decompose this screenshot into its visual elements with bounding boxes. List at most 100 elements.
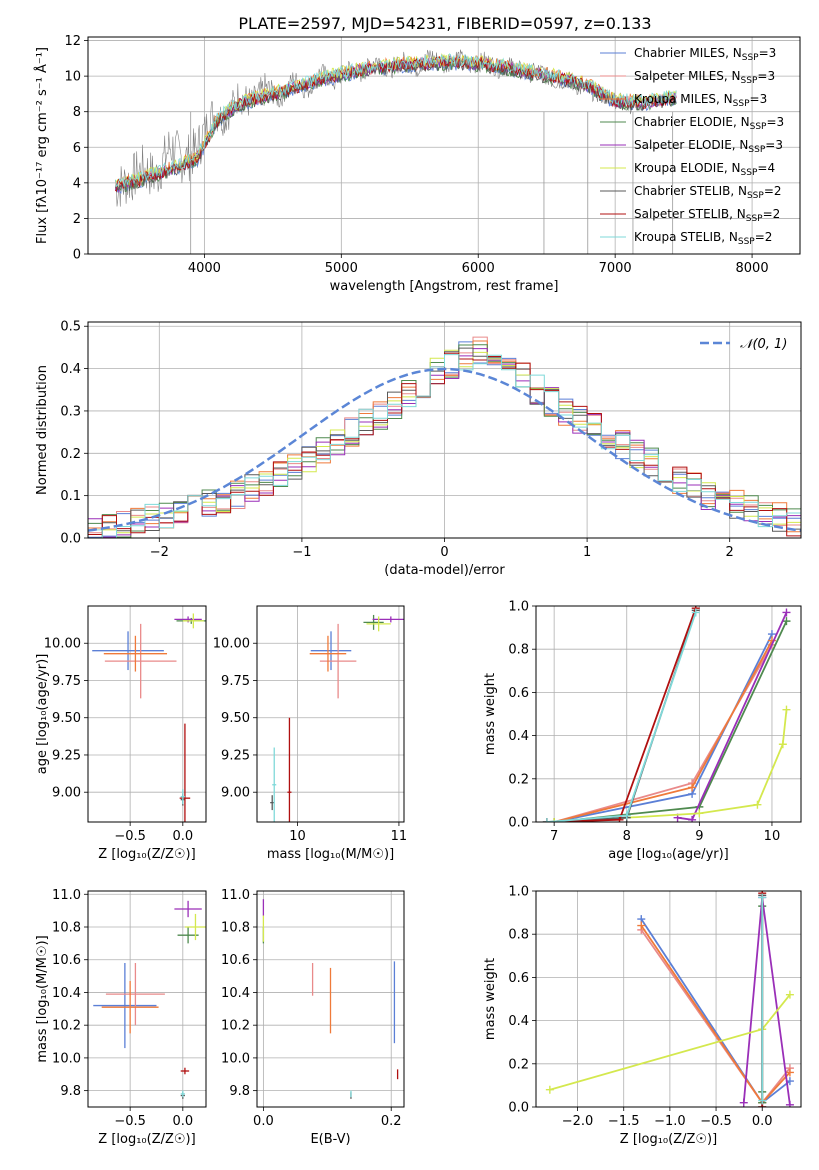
weight-marker xyxy=(785,990,794,999)
legend-entry: Kroupa MILES, NSSP=3 xyxy=(634,92,767,109)
x-tick-label: 0 xyxy=(440,545,448,560)
y-tick-label: 0.2 xyxy=(508,1057,529,1072)
x-axis-label: E(B-V) xyxy=(310,1132,350,1147)
weight-line-kroupa-stelib xyxy=(546,612,697,822)
errorbar-point xyxy=(309,635,347,672)
errorbar-point xyxy=(182,613,204,629)
weight-line-kroupa-miles xyxy=(553,640,773,822)
errorbar-point xyxy=(184,913,206,941)
x-tick-label: 0.0 xyxy=(752,1114,773,1129)
y-tick-label: 10.0 xyxy=(52,1051,81,1066)
model-spectrum-salpeter-stelib xyxy=(115,56,677,193)
weight-marker xyxy=(542,818,551,822)
legend-count: =4 xyxy=(757,161,775,175)
y-axis-label: mass weight xyxy=(483,673,498,755)
legend-subscript: SSP xyxy=(750,122,767,132)
x-axis-label: Z [log₁₀(Z/Z☉)] xyxy=(98,847,195,862)
legend-entry: Chabrier STELIB, NSSP=2 xyxy=(634,184,782,201)
x-tick-label: −1.0 xyxy=(654,1114,686,1129)
legend-count: =2 xyxy=(764,184,782,198)
legend-subscript: SSP xyxy=(741,168,758,178)
y-tick-label: 10.6 xyxy=(52,953,81,968)
x-tick-label: 10 xyxy=(289,829,306,844)
y-tick-label: 9.25 xyxy=(221,748,250,763)
errorbar-point xyxy=(105,963,165,1026)
histogram-kroupa-stelib xyxy=(88,354,801,538)
weight-marker xyxy=(785,1068,794,1077)
weight-marker xyxy=(695,809,704,818)
y-tick-label: 0.8 xyxy=(508,928,529,943)
plot-area xyxy=(88,336,801,538)
model-spectrum-chabrier-elodie xyxy=(115,57,677,193)
y-tick-label: 1.0 xyxy=(508,885,529,900)
errorbar-point xyxy=(92,631,164,671)
errorbar-point xyxy=(180,789,185,805)
errorbar-point xyxy=(180,1067,190,1075)
grid-lines xyxy=(88,891,206,1107)
y-tick-label: 10.00 xyxy=(44,637,81,652)
weight-marker xyxy=(691,608,700,617)
legend-subscript: SSP xyxy=(738,237,755,247)
y-tick-label: 8 xyxy=(73,105,81,120)
weight-marker xyxy=(782,608,791,617)
y-tick-label: 0.0 xyxy=(508,816,529,831)
plot-area xyxy=(262,899,399,1099)
panel-mass-vs-Z: −0.5 0.0 9.8 10.0 10.2 10.4 10.6 10.8 11.0 Z [log… xyxy=(35,888,207,1147)
y-tick-label: 12 xyxy=(64,34,81,49)
plot-area xyxy=(115,49,677,254)
axes-frame xyxy=(535,890,802,1108)
x-tick-label: 2 xyxy=(726,545,734,560)
legend-count: =3 xyxy=(759,46,777,60)
panel-weight-vs-age: 7 8 9 10 0.0 0.2 0.4 0.6 0.8 1.0 age [log₁₀(age/yr… xyxy=(483,600,802,862)
weight-marker xyxy=(688,783,697,792)
axes-frame xyxy=(87,36,801,255)
y-tick-label: 0.0 xyxy=(60,532,81,547)
x-tick-label: 8 xyxy=(623,829,631,844)
y-tick-label: 4 xyxy=(73,176,81,191)
weight-marker xyxy=(622,811,631,820)
x-tick-label: 1 xyxy=(583,545,591,560)
errorbar-point xyxy=(180,1090,185,1098)
weight-line-salpeter-elodie xyxy=(742,897,791,1105)
legend-count: =3 xyxy=(765,138,783,152)
y-axis-label: Normed distribution xyxy=(35,365,50,495)
y-tick-label: 0.4 xyxy=(508,1014,529,1029)
axes-frame xyxy=(535,605,802,823)
normal-curve xyxy=(88,367,801,532)
legend-subscript: SSP xyxy=(742,53,759,63)
weight-marker xyxy=(739,1098,748,1107)
y-tick-label: 0.2 xyxy=(508,772,529,787)
plot-area xyxy=(93,900,206,1099)
grid-lines xyxy=(257,606,404,822)
y-tick-label: 10.00 xyxy=(213,637,250,652)
model-spectrum-kroupa-stelib xyxy=(115,53,677,188)
y-tick-label: 9.00 xyxy=(221,786,250,801)
y-tick-label: 0 xyxy=(73,248,81,263)
x-tick-label: 7000 xyxy=(599,261,632,276)
errorbar-point xyxy=(104,623,177,699)
x-axis-label: age [log₁₀(age/yr)] xyxy=(608,847,729,862)
y-tick-label: 9.8 xyxy=(60,1084,81,1099)
x-tick-label: 9 xyxy=(695,829,703,844)
x-tick-label: 7 xyxy=(550,829,558,844)
errorbar-point xyxy=(93,963,157,1049)
errorbar-point xyxy=(174,900,202,918)
panel-residuals: −2 −1 0 1 2 0.0 0.1 0.2 0.3 0.4 0.5 (data-model)/er… xyxy=(35,320,802,578)
panel-mass-vs-EBV: 0.0 0.2 9.8 10.0 10.2 10.4 10.6 10.8 11.0 E(B-V) xyxy=(221,888,405,1147)
legend-count: =2 xyxy=(755,230,773,244)
y-tick-label: 2 xyxy=(73,212,81,227)
x-tick-label: 11 xyxy=(391,829,408,844)
weight-marker xyxy=(545,1085,554,1094)
legend-subscript: SSP xyxy=(746,214,763,224)
errorbar-point xyxy=(319,623,357,699)
legend-count: =3 xyxy=(750,92,768,106)
weight-line-chabrier-miles xyxy=(640,918,791,1105)
axes-frame xyxy=(87,321,802,539)
x-tick-label: −2.0 xyxy=(562,1114,594,1129)
x-tick-label: 4000 xyxy=(188,261,221,276)
y-tick-label: 10.0 xyxy=(221,1051,250,1066)
x-tick-label: 0.0 xyxy=(172,1114,193,1129)
x-axis-label: Z [log₁₀(Z/Z☉)] xyxy=(98,1132,195,1147)
panel-spectrum: 4000 5000 6000 7000 8000 0 2 4 6 8 10 12 wavelength … xyxy=(34,34,801,294)
